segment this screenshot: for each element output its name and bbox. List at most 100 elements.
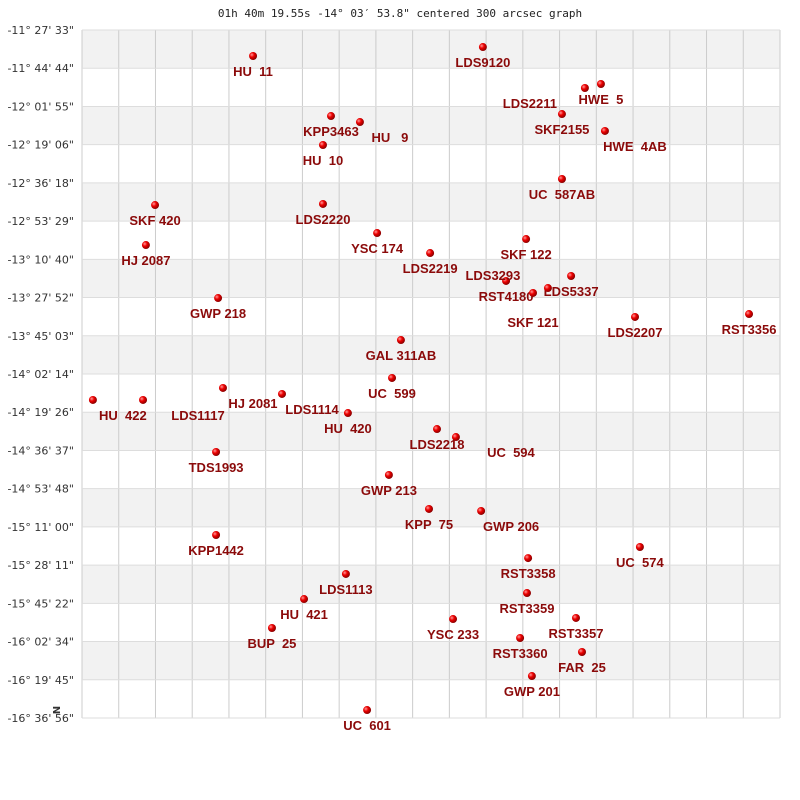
star-marker[interactable]: [318, 140, 327, 149]
star-marker[interactable]: [278, 389, 287, 398]
star-point-group[interactable]: RST3357: [549, 613, 604, 641]
star-point-group[interactable]: HU 11: [233, 51, 273, 79]
star-marker[interactable]: [88, 395, 97, 404]
star-marker[interactable]: [478, 43, 487, 52]
star-point-group[interactable]: KPP1442: [188, 530, 244, 558]
star-point-group[interactable]: HU 420: [324, 409, 372, 436]
star-marker[interactable]: [596, 80, 605, 89]
star-point-group[interactable]: RST3358: [501, 554, 556, 581]
star-marker[interactable]: [600, 126, 609, 135]
star-marker[interactable]: [524, 554, 533, 563]
star-point-group[interactable]: YSC 174: [351, 229, 404, 256]
star-point-group[interactable]: LDS2207: [608, 312, 663, 340]
star-point-group[interactable]: HWE 4AB: [600, 126, 667, 154]
star-marker[interactable]: [300, 595, 309, 604]
star-marker[interactable]: [218, 383, 227, 392]
star-marker[interactable]: [141, 241, 150, 250]
star-point-group[interactable]: HJ 2087: [121, 241, 170, 268]
star-marker[interactable]: [267, 623, 276, 632]
star-marker[interactable]: [341, 569, 350, 578]
star-point-group[interactable]: GWP 206: [477, 506, 539, 534]
star-marker[interactable]: [318, 199, 327, 208]
star-marker[interactable]: [424, 504, 433, 513]
star-marker[interactable]: [355, 118, 364, 127]
star-point-group[interactable]: LDS2220: [296, 199, 351, 227]
star-marker[interactable]: [578, 648, 587, 657]
star-point-group[interactable]: BUP 25: [248, 623, 297, 651]
star-point-group[interactable]: RST3356: [722, 310, 777, 337]
star-marker[interactable]: [388, 373, 397, 382]
star-point-group[interactable]: GWP 201: [504, 672, 560, 699]
star-point-group[interactable]: RST3359: [500, 589, 555, 616]
star-marker[interactable]: [326, 112, 335, 121]
star-point-group[interactable]: LDS2219: [403, 249, 458, 276]
star-marker[interactable]: [363, 706, 372, 715]
star-point-group[interactable]: KPP 75: [405, 504, 453, 532]
star-point-group[interactable]: HU 421: [280, 595, 328, 622]
star-marker[interactable]: [635, 543, 644, 552]
star-label: LDS1113: [319, 582, 373, 597]
star-marker[interactable]: [522, 235, 531, 244]
star-point-group[interactable]: LDS1117: [139, 395, 225, 423]
star-marker[interactable]: [477, 506, 486, 515]
star-marker[interactable]: [557, 110, 566, 119]
star-point-group[interactable]: SKF 121: [507, 288, 559, 330]
star-marker[interactable]: [343, 409, 352, 418]
star-point-group[interactable]: UC 599: [368, 373, 416, 401]
star-point-group[interactable]: LDS2218: [410, 425, 465, 452]
star-marker[interactable]: [529, 288, 538, 297]
star-point-group[interactable]: HU 422: [88, 395, 147, 423]
star-point-group[interactable]: TDS1993: [189, 448, 244, 475]
star-point-group[interactable]: LDS9120: [455, 43, 510, 70]
star-marker[interactable]: [214, 294, 223, 303]
star-marker[interactable]: [151, 201, 160, 210]
star-marker[interactable]: [212, 448, 221, 457]
star-marker[interactable]: [502, 276, 511, 285]
star-point-group[interactable]: KPP3463: [303, 112, 359, 139]
star-marker[interactable]: [396, 336, 405, 345]
star-label: UC 587AB: [529, 187, 595, 202]
star-marker[interactable]: [557, 175, 566, 184]
star-point-group[interactable]: GWP 213: [361, 470, 417, 498]
star-marker[interactable]: [451, 433, 460, 442]
star-point-group[interactable]: LDS3293: [465, 268, 552, 293]
star-marker[interactable]: [433, 425, 442, 434]
star-point-group[interactable]: HWE 5: [579, 80, 624, 107]
star-marker[interactable]: [745, 310, 754, 319]
star-point-group[interactable]: UC 601: [343, 706, 391, 733]
star-point-group[interactable]: SKF 420: [129, 201, 181, 228]
star-marker[interactable]: [426, 249, 435, 258]
star-marker[interactable]: [373, 229, 382, 238]
star-point-group[interactable]: RST3360: [493, 633, 548, 661]
star-point-group[interactable]: HU 10: [303, 140, 343, 168]
star-marker[interactable]: [249, 51, 258, 60]
star-point-group[interactable]: LDS2211: [503, 84, 589, 111]
star-marker[interactable]: [543, 284, 552, 293]
star-point-group[interactable]: UC 594: [451, 433, 536, 460]
star-point-group[interactable]: SKF 122: [500, 235, 552, 262]
star-marker[interactable]: [567, 272, 576, 281]
star-point-group[interactable]: FAR 25: [558, 648, 606, 675]
star-point-group[interactable]: SKF2155: [534, 110, 589, 137]
star-point-group[interactable]: HU 9: [355, 118, 408, 145]
star-point-group[interactable]: LDS5337: [544, 272, 599, 299]
star-marker[interactable]: [516, 633, 525, 642]
star-marker[interactable]: [449, 615, 458, 624]
star-point-group[interactable]: RST4180: [479, 276, 534, 304]
star-marker[interactable]: [527, 672, 536, 681]
star-point-group[interactable]: GWP 218: [190, 294, 246, 321]
star-point-group[interactable]: UC 574: [616, 543, 665, 570]
star-marker[interactable]: [384, 470, 393, 479]
star-point-group[interactable]: LDS1114: [278, 389, 340, 417]
star-point-group[interactable]: GAL 311AB: [366, 336, 437, 363]
star-marker[interactable]: [580, 84, 589, 93]
star-marker[interactable]: [522, 589, 531, 598]
star-marker[interactable]: [571, 613, 580, 622]
star-marker[interactable]: [212, 530, 221, 539]
star-point-group[interactable]: YSC 233: [427, 615, 479, 642]
star-marker[interactable]: [631, 312, 640, 321]
star-point-group[interactable]: HJ 2081: [218, 383, 278, 411]
star-marker[interactable]: [139, 395, 148, 404]
star-point-group[interactable]: UC 587AB: [529, 175, 595, 202]
star-point-group[interactable]: LDS1113: [319, 569, 373, 597]
